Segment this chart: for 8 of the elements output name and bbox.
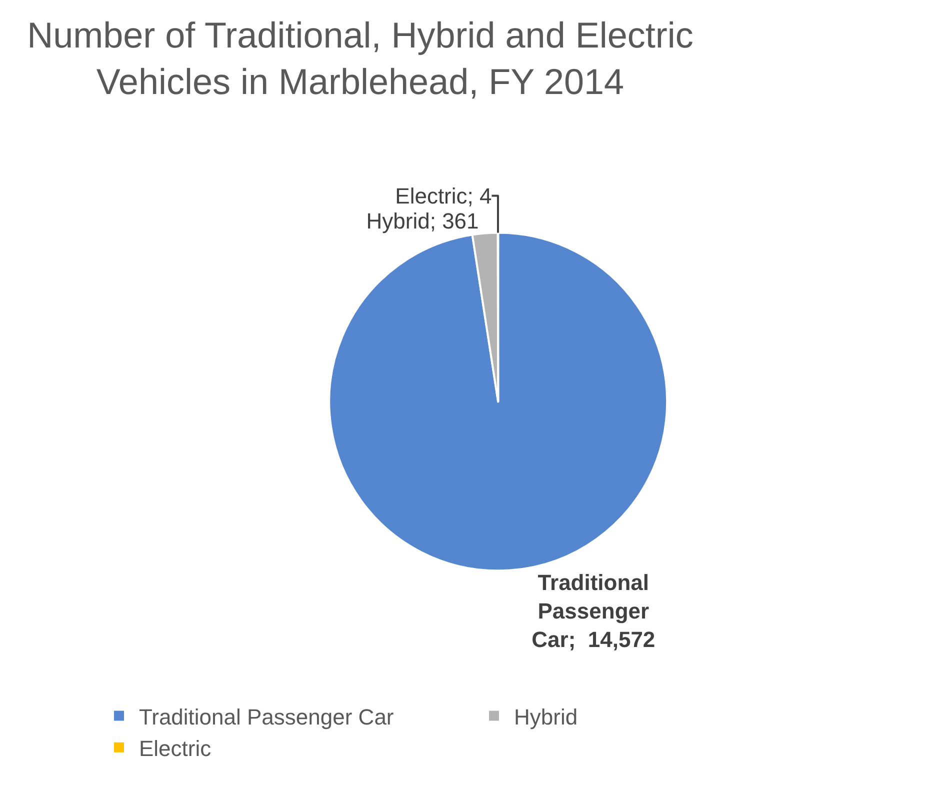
legend-label: Traditional Passenger Car <box>139 704 394 730</box>
chart-title: Number of Traditional, Hybrid and Electric Vehicles in Marblehead, FY 2014 <box>27 14 694 102</box>
legend-label: Electric <box>139 736 212 761</box>
data-label: Traditional Passenger Car; 14,572 <box>532 570 656 652</box>
data-label: Electric; 4 <box>395 183 492 208</box>
data-label: Hybrid; 361 <box>366 208 479 234</box>
pie-slice <box>328 232 668 572</box>
legend-label: Hybrid <box>514 704 578 730</box>
